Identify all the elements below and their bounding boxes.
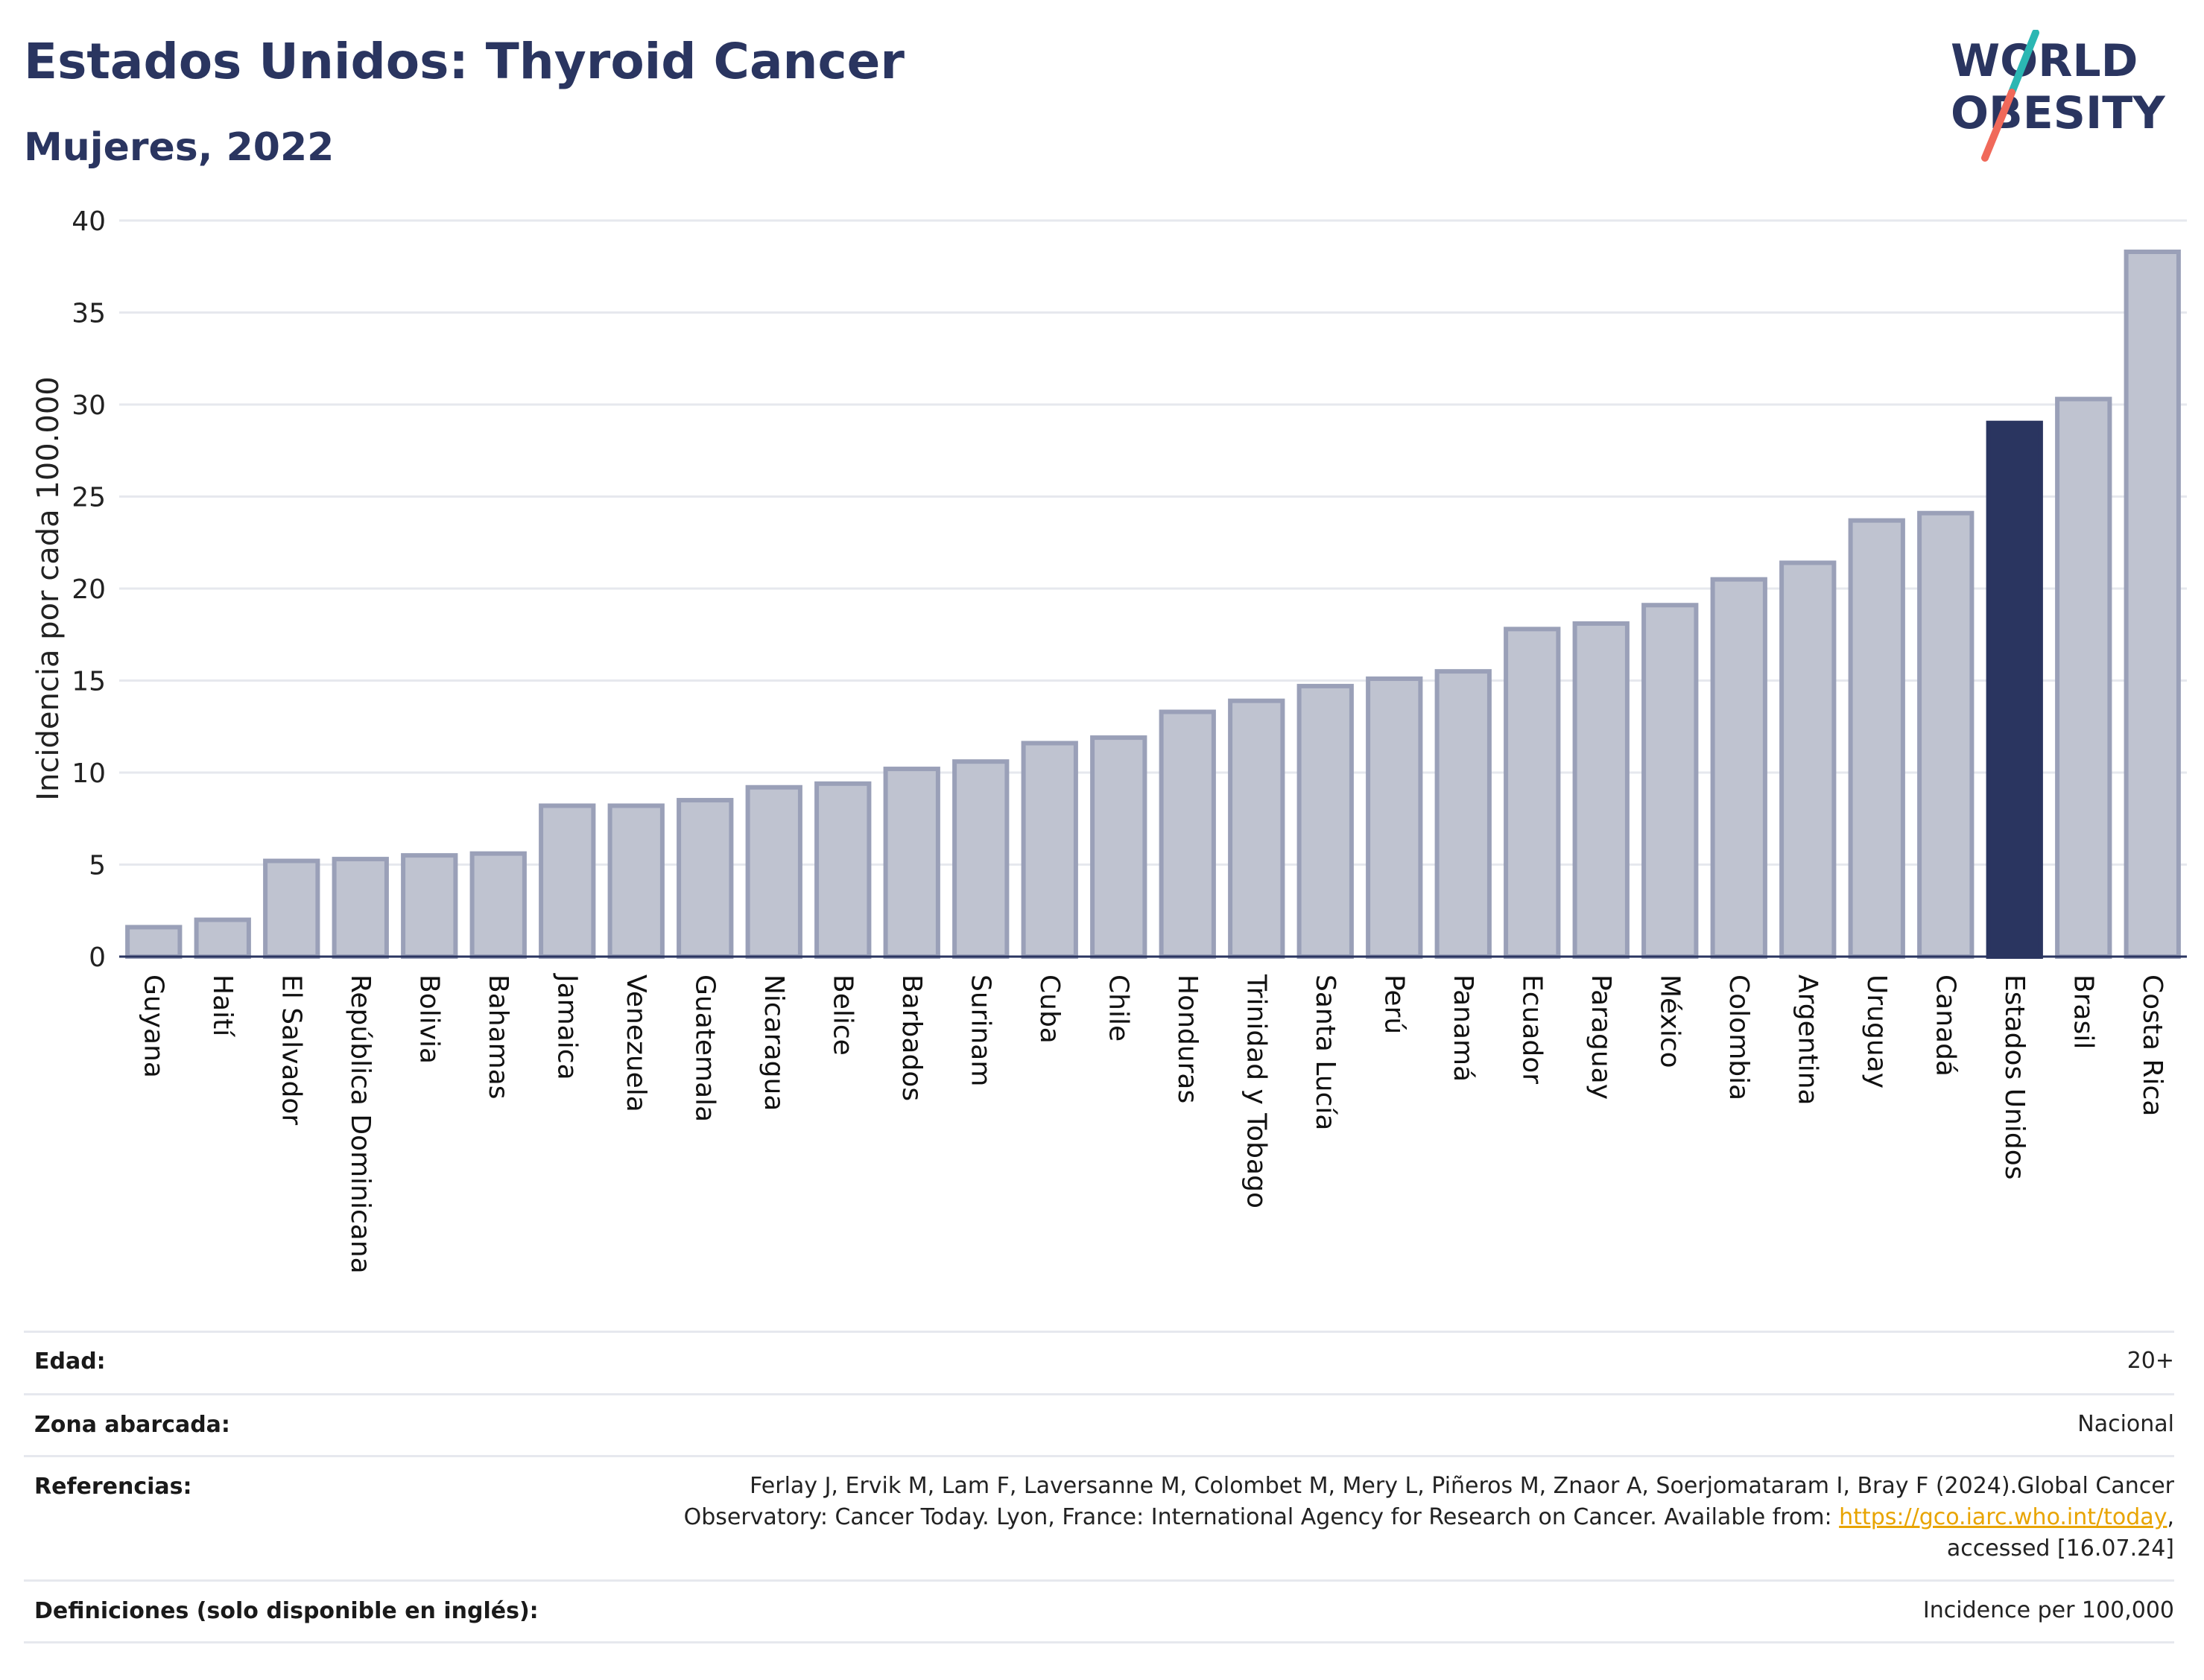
bar: [1090, 735, 1147, 959]
bar: [1021, 741, 1078, 959]
meta-top-divider: [24, 1331, 2174, 1333]
references-value: Ferlay J, Ervik M, Lam F, Laversanne M, …: [684, 1471, 2174, 1565]
y-tick-label: 20: [72, 574, 106, 605]
x-tick-label: Uruguay: [1861, 974, 1892, 1088]
bar: [1434, 669, 1492, 960]
y-tick-label: 0: [89, 942, 106, 973]
bar: [1504, 627, 1561, 960]
y-axis-label: Incidencia por cada 100.000: [31, 376, 66, 801]
references-line2-end: ,: [2167, 1504, 2174, 1530]
x-tick-label: El Salvador: [276, 974, 306, 1125]
x-tick-label: Honduras: [1172, 974, 1203, 1103]
bar: [194, 917, 251, 959]
page-title: Estados Unidos: Thyroid Cancer: [24, 33, 905, 90]
bar: [677, 798, 734, 960]
references-label: Referencias:: [34, 1474, 192, 1500]
x-tick-label: Barbados: [896, 974, 927, 1101]
bar: [263, 858, 320, 960]
bar: [1228, 698, 1285, 959]
references-line2: Observatory: Cancer Today. Lyon, France:…: [684, 1502, 2174, 1533]
logo-slash-top: [2008, 30, 2039, 96]
logo-line2: OBESITY: [1951, 87, 2166, 139]
bar: [125, 925, 183, 959]
x-tick-label: Ecuador: [1516, 974, 1547, 1084]
bar: [2055, 396, 2112, 959]
bar-chart: 0 5 10 15 20 25 30 35 40 Incidencia por cada 100.…: [31, 206, 2187, 1274]
definitions-value: Incidence per 100,000: [1922, 1597, 2174, 1623]
bar: [1710, 577, 1767, 960]
x-tick-label: Bahamas: [483, 974, 513, 1100]
definitions-label: Definiciones (solo disponible en inglés)…: [34, 1598, 539, 1624]
bar: [1366, 676, 1423, 960]
bar: [539, 803, 596, 959]
y-tick-label: 25: [72, 483, 106, 513]
bar: [745, 784, 802, 960]
x-tick-label: México: [1654, 974, 1685, 1068]
x-tick-label: Perú: [1378, 974, 1409, 1034]
area-label: Zona abarcada:: [34, 1412, 230, 1438]
bar-highlight: [1986, 420, 2043, 959]
x-tick-label: Guyana: [138, 974, 168, 1078]
logo-line1: WORLD: [1951, 35, 2138, 87]
references-line1: Ferlay J, Ervik M, Lam F, Laversanne M, …: [750, 1473, 2174, 1499]
meta-row-references: Referencias: Ferlay J, Ervik M, Lam F, L…: [24, 1457, 2174, 1582]
x-tick-label: Canadá: [1930, 974, 1960, 1077]
x-tick-label: Panamá: [1448, 974, 1478, 1082]
bar: [1917, 510, 1975, 959]
bar: [1572, 621, 1630, 959]
meta-row-age: Edad: 20+: [24, 1334, 2174, 1395]
x-tick-label: Santa Lucía: [1310, 974, 1340, 1130]
x-tick-label: Guatemala: [689, 974, 720, 1122]
y-tick-label: 40: [72, 206, 106, 237]
bar: [401, 853, 458, 960]
bar: [883, 767, 940, 960]
x-tick-label: Cuba: [1034, 974, 1065, 1044]
x-tick-label: Surinam: [965, 974, 995, 1086]
bar: [332, 857, 389, 959]
bar: [469, 851, 527, 960]
x-tick-label: Chile: [1103, 974, 1133, 1042]
y-tick-label: 5: [89, 851, 106, 881]
x-tick-label: Colombia: [1723, 974, 1754, 1100]
bar: [2124, 249, 2181, 959]
y-tick-label: 30: [72, 390, 106, 421]
references-link[interactable]: https://gco.iarc.who.int/today: [1839, 1504, 2167, 1530]
bar: [1296, 683, 1354, 959]
x-tick-label: Costa Rica: [2137, 974, 2167, 1116]
world-obesity-logo: WORLD OBESITY: [1951, 30, 2166, 162]
x-tick-label: Paraguay: [1586, 974, 1616, 1100]
meta-row-area: Zona abarcada: Nacional: [24, 1395, 2174, 1457]
x-tick-label: Haití: [207, 974, 238, 1037]
x-tick-label: Jamaica: [551, 973, 582, 1080]
bar: [607, 803, 665, 959]
x-tick-label: Nicaragua: [759, 974, 789, 1111]
meta-row-definitions: Definiciones (solo disponible en inglés)…: [24, 1582, 2174, 1643]
x-tick-label: Estados Unidos: [1999, 974, 2030, 1180]
age-value: 20+: [2127, 1348, 2174, 1374]
y-tick-label: 10: [72, 758, 106, 789]
references-line2-text: Observatory: Cancer Today. Lyon, France:…: [683, 1504, 1840, 1530]
area-value: Nacional: [2077, 1411, 2174, 1437]
x-tick-label: Venezuela: [621, 974, 651, 1112]
references-line3: accessed [16.07.24]: [1946, 1535, 2174, 1562]
bar: [1848, 518, 1905, 959]
page-subtitle: Mujeres, 2022: [24, 125, 335, 170]
bar: [814, 781, 872, 959]
bar: [1779, 560, 1837, 959]
x-tick-label: Bolivia: [414, 974, 444, 1064]
bar: [952, 759, 1010, 959]
x-tick-label: Trinidad y Tobago: [1241, 974, 1271, 1208]
age-label: Edad:: [34, 1348, 106, 1375]
bar: [1159, 709, 1216, 959]
x-tick-label: Brasil: [2068, 974, 2098, 1049]
logo-slash-bottom: [1981, 89, 2015, 162]
y-tick-label: 15: [72, 667, 106, 697]
bar: [1641, 603, 1699, 959]
x-tick-label: Argentina: [1792, 974, 1823, 1106]
x-tick-label: República Dominicana: [345, 974, 376, 1274]
y-tick-label: 35: [72, 299, 106, 329]
x-tick-label: Belice: [827, 974, 858, 1056]
